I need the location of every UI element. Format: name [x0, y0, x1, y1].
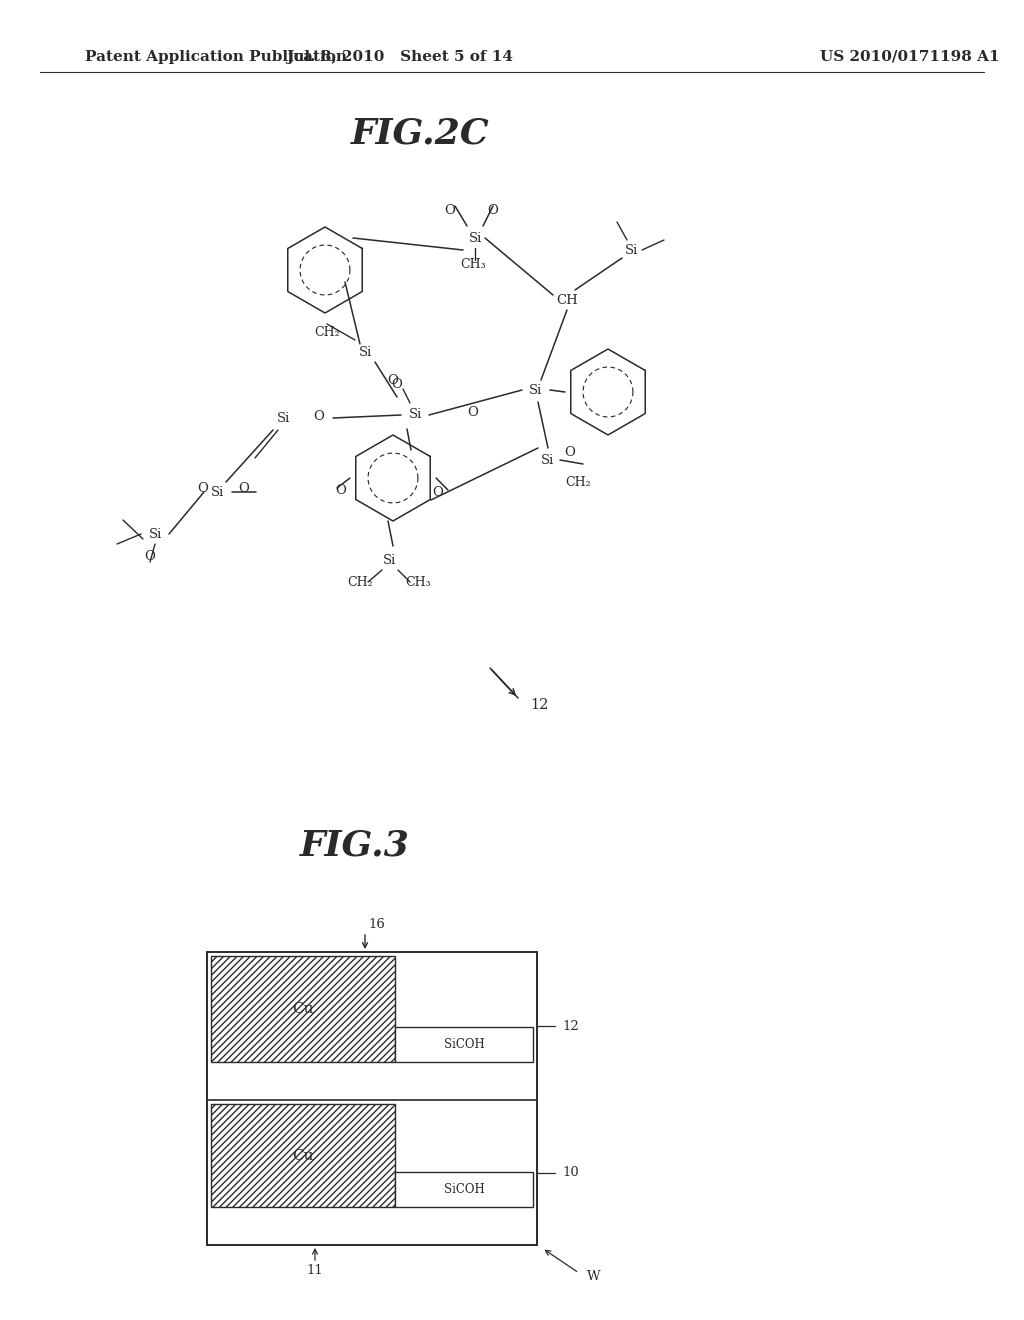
Text: O: O [387, 374, 398, 387]
Text: O: O [444, 203, 456, 216]
Text: 16: 16 [368, 919, 385, 932]
Bar [395, 1172, 534, 1206]
Text: CH₂: CH₂ [314, 326, 340, 338]
Text: Si: Si [276, 412, 290, 425]
Text: Patent Application Publication: Patent Application Publication [85, 50, 347, 63]
Text: O: O [144, 549, 156, 562]
Text: O: O [468, 407, 478, 420]
Text: Si: Si [211, 486, 224, 499]
Bar [395, 1027, 534, 1063]
Text: 12: 12 [562, 1019, 579, 1032]
Bar [207, 952, 537, 1245]
Text: Si: Si [148, 528, 162, 540]
Text: O: O [313, 409, 325, 422]
Text: Jul. 8, 2010   Sheet 5 of 14: Jul. 8, 2010 Sheet 5 of 14 [287, 50, 513, 63]
Text: US 2010/0171198 A1: US 2010/0171198 A1 [820, 50, 999, 63]
Text: Si: Si [542, 454, 555, 466]
Text: Si: Si [383, 553, 396, 566]
Text: 10: 10 [562, 1166, 579, 1179]
Text: SiCOH: SiCOH [443, 1183, 484, 1196]
Text: FIG.3: FIG.3 [300, 828, 410, 862]
Text: CH₂: CH₂ [565, 475, 591, 488]
Text: 12: 12 [530, 698, 549, 711]
Bar [207, 952, 537, 1100]
Text: CH: CH [556, 293, 578, 306]
Text: O: O [198, 482, 209, 495]
Text: Si: Si [626, 243, 639, 256]
Text: Si: Si [529, 384, 543, 396]
Text: 11: 11 [306, 1265, 324, 1278]
Text: Cu: Cu [292, 1002, 313, 1016]
Text: Si: Si [358, 346, 372, 359]
Bar [207, 1100, 537, 1245]
Text: FIG.2C: FIG.2C [350, 116, 489, 150]
Text: CH₃: CH₃ [460, 257, 485, 271]
Text: W: W [587, 1270, 601, 1283]
Text: O: O [487, 203, 499, 216]
Bar [211, 956, 395, 1063]
Bar [211, 1104, 395, 1206]
Text: O: O [239, 482, 250, 495]
Text: SiCOH: SiCOH [443, 1038, 484, 1051]
Text: Si: Si [468, 231, 481, 244]
Text: Cu: Cu [292, 1148, 313, 1163]
Text: O: O [391, 379, 402, 392]
Text: CH₂: CH₂ [347, 576, 373, 589]
Text: O: O [564, 446, 575, 458]
Text: CH₃: CH₃ [406, 576, 431, 589]
Text: O: O [432, 487, 443, 499]
Text: Si: Si [409, 408, 422, 421]
Text: O: O [336, 483, 346, 496]
